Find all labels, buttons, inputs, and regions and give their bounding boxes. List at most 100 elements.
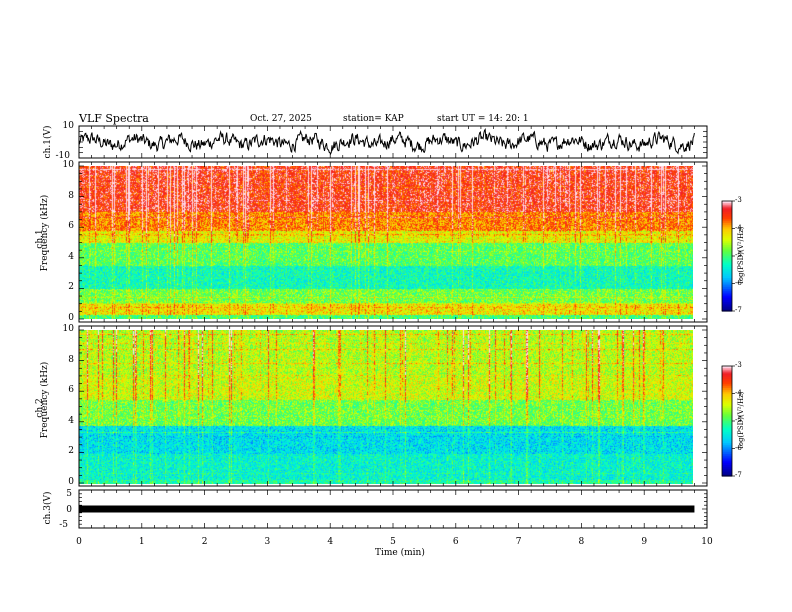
ch2-colorbar-cell: [722, 472, 732, 475]
ch1-colorbar-cell: [722, 257, 732, 261]
ch3-ylabel: ch.3(V): [43, 491, 53, 525]
ch1-colorbar-cell: [722, 274, 732, 277]
plot-title: VLF Spectra: [79, 112, 149, 125]
ch2-colorbar-cell: [722, 406, 732, 409]
ch2-frame: [78, 325, 708, 487]
ch2-spectrogram-axes: [78, 325, 708, 487]
ch1-colorbar-cell: [722, 263, 732, 266]
ch2-colorbar-cell: [722, 470, 732, 473]
ch2-colorbar-cell: [722, 466, 732, 470]
ch1-colorbar-cell: [722, 235, 732, 239]
ch1-colorbar-cell: [722, 300, 732, 303]
ch1-ytick-bottom: -10: [55, 151, 71, 161]
ch1-colorbar-cell: [722, 245, 732, 248]
ch2-colorbar-cell: [722, 450, 732, 453]
ch2-colorbar-cell: [722, 382, 732, 385]
station-label: station= KAP: [343, 114, 404, 124]
ch2-colorbar-cell: [722, 448, 732, 451]
ch1-colorbar-cell: [722, 256, 732, 259]
x-tick-label: 6: [452, 537, 459, 547]
ch2-colorbar-cell: [722, 426, 732, 429]
ch1-colorbar-cell: [722, 261, 732, 264]
ch1-colorbar-label: log(PSD)(V²/Hz): [737, 226, 745, 284]
x-tick-label: 9: [641, 537, 648, 547]
x-tick-label: 5: [390, 537, 396, 547]
ch1-colorbar-cell: [722, 259, 732, 263]
ch2-ytick-label: 10: [62, 324, 74, 334]
ch2-colorbar-cell: [722, 441, 732, 444]
ch1-ytick-top: 10: [62, 121, 74, 131]
ch2-colorbar-cell: [722, 411, 732, 415]
ch1-colorbar-cell: [722, 250, 732, 253]
ch1-colorbar-cell: [722, 202, 732, 206]
ch1-colorbar-cell: [722, 305, 732, 308]
ch2-colorbar-cell: [722, 375, 732, 378]
ch1-colorbar-cell: [722, 290, 732, 294]
ch1-colorbar-cell: [722, 265, 732, 268]
ch3-waveform-panel: [78, 489, 708, 529]
ch2-ytick-label: 4: [68, 415, 74, 426]
start-time-label: start UT = 14: 20: 1: [437, 114, 529, 124]
ch1-ytick-label: 2: [68, 282, 74, 293]
ch2-colorbar-cell: [722, 446, 732, 450]
ch2-colorbar-cell: [722, 369, 732, 373]
x-tick-label: 10: [701, 537, 713, 547]
ch1-colorbar-cell: [722, 254, 732, 257]
ch1-colorbar-cell: [722, 224, 732, 228]
ch2-colorbar-cell: [722, 433, 732, 437]
x-axis-label: Time (min): [375, 548, 425, 558]
ch2-colorbar-cell: [722, 428, 732, 431]
ch2-colorbar-cell: [722, 397, 732, 400]
ch2-colorbar-cell: [722, 419, 732, 422]
x-tick-label: 0: [76, 537, 82, 547]
ch1-colorbar-cell: [722, 298, 732, 301]
ch1-colorbar-cell: [722, 213, 732, 217]
ch1-ylabel: ch.1(V): [43, 125, 53, 159]
ch2-colorbar-cell: [722, 371, 732, 374]
ch2-ytick-label: 0: [68, 477, 74, 487]
ch2-ytick-label: 6: [68, 385, 74, 396]
ch1-ylabel-frequency: Frequency (kHz): [40, 194, 50, 272]
ch2-colorbar-tick-label: -7: [735, 471, 742, 479]
ch1-colorbar: [721, 200, 735, 312]
date-label: Oct. 27, 2025: [250, 114, 312, 124]
ch1-colorbar-cell: [722, 230, 732, 233]
ch1-waveform-line: [78, 128, 695, 155]
ch1-colorbar-tick-label: -7: [735, 306, 742, 314]
ch1-colorbar-cell: [722, 243, 732, 246]
ch2-colorbar-cell: [722, 443, 732, 446]
ch2-colorbar-cell: [722, 415, 732, 418]
ch2-colorbar-cell: [722, 366, 732, 369]
ch1-colorbar-cell: [722, 241, 732, 244]
ch1-colorbar-cell: [722, 278, 732, 281]
ch1-colorbar-cell: [722, 248, 732, 252]
ch2-colorbar-cell: [722, 421, 732, 424]
ch1-colorbar-cell: [722, 204, 732, 208]
ch2-colorbar-cell: [722, 380, 732, 384]
ch1-colorbar-cell: [722, 309, 732, 312]
ch1-colorbar-cell: [722, 208, 732, 211]
ch1-colorbar-cell: [722, 221, 732, 224]
ch1-colorbar-tick-label: -3: [735, 196, 742, 204]
ch2-spectrogram: [79, 330, 693, 484]
ch1-colorbar-cell: [722, 279, 732, 283]
ch2-colorbar-cell: [722, 413, 732, 417]
ch2-colorbar-cell: [722, 377, 732, 380]
ch1-colorbar-cell: [722, 223, 732, 226]
ch2-colorbar-cell: [722, 386, 732, 389]
ch1-colorbar-cell: [722, 276, 732, 279]
ch2-colorbar-cell: [722, 430, 732, 433]
ch2-colorbar-cell: [722, 389, 732, 393]
ch1-spectrogram-axes: [78, 161, 708, 323]
ch2-colorbar-cell: [722, 422, 732, 426]
ch2-colorbar-cell: [722, 459, 732, 462]
ch1-colorbar-cell: [722, 289, 732, 292]
ch2-colorbar-cell: [722, 417, 732, 420]
ch2-colorbar-cell: [722, 384, 732, 387]
ch2-colorbar-cell: [722, 395, 732, 398]
ch2-colorbar-cell: [722, 378, 732, 382]
ch1-colorbar-cell: [722, 307, 732, 310]
ch2-colorbar-cell: [722, 388, 732, 391]
ch2-ytick-label: 2: [68, 446, 74, 457]
ch1-colorbar-cell: [722, 283, 732, 286]
